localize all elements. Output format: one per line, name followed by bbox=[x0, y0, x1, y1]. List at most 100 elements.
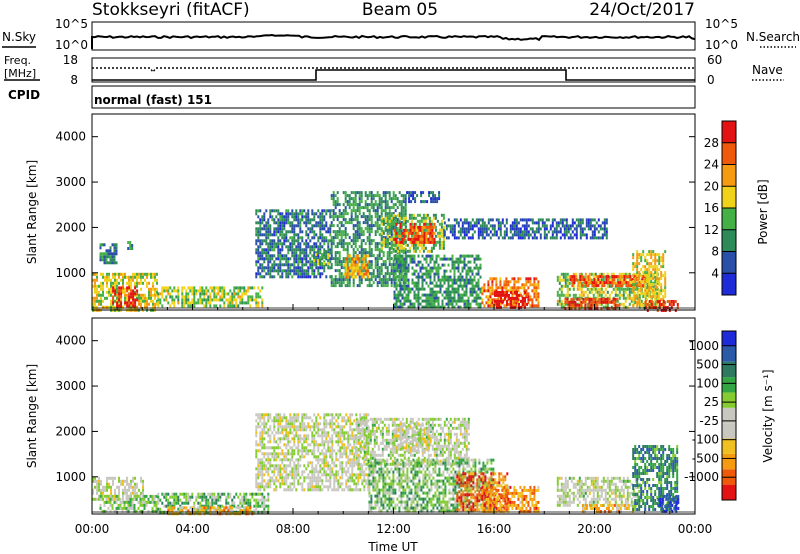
data-cell bbox=[652, 265, 655, 269]
data-cell bbox=[368, 284, 371, 288]
data-cell bbox=[267, 272, 270, 276]
data-cell bbox=[347, 254, 350, 258]
data-cell bbox=[195, 498, 198, 502]
data-cell bbox=[493, 224, 496, 228]
data-cell bbox=[92, 302, 94, 306]
data-cell bbox=[413, 290, 416, 294]
data-cell bbox=[348, 269, 351, 273]
data-cell bbox=[140, 305, 142, 309]
data-cell bbox=[397, 257, 400, 261]
data-cell bbox=[408, 200, 411, 204]
data-cell bbox=[384, 215, 387, 219]
data-cell bbox=[99, 497, 102, 501]
data-cell bbox=[309, 275, 312, 279]
data-cell bbox=[388, 272, 391, 276]
data-cell bbox=[297, 275, 300, 279]
y-tick-label: 4000 bbox=[55, 130, 86, 144]
data-cell bbox=[144, 302, 146, 306]
data-cell bbox=[469, 293, 472, 297]
data-cell bbox=[574, 293, 577, 297]
data-region bbox=[343, 254, 370, 279]
data-cell bbox=[463, 302, 466, 306]
data-cell bbox=[438, 240, 441, 244]
data-cell bbox=[402, 206, 405, 210]
data-cell bbox=[281, 233, 284, 237]
data-cell bbox=[253, 504, 256, 508]
data-cell bbox=[393, 281, 396, 285]
data-cell bbox=[344, 242, 347, 246]
data-cell bbox=[495, 283, 498, 287]
data-cell bbox=[471, 299, 474, 303]
data-cell bbox=[676, 306, 679, 309]
data-cell bbox=[495, 230, 498, 234]
data-cell bbox=[431, 302, 434, 306]
data-cell bbox=[626, 293, 629, 297]
data-cell bbox=[259, 221, 262, 225]
data-cell bbox=[342, 203, 345, 207]
data-cell bbox=[225, 501, 228, 505]
data-cell bbox=[96, 485, 98, 489]
data-cell bbox=[433, 275, 436, 279]
data-cell bbox=[473, 221, 476, 225]
data-cell bbox=[112, 479, 114, 483]
data-region bbox=[406, 191, 441, 204]
data-cell bbox=[356, 203, 359, 207]
data-cell bbox=[119, 503, 122, 507]
data-cell bbox=[173, 495, 176, 499]
data-cell bbox=[265, 230, 268, 234]
data-cell bbox=[352, 191, 355, 195]
data-cell bbox=[347, 269, 350, 273]
data-cell bbox=[126, 286, 129, 290]
data-cell bbox=[283, 215, 286, 219]
data-cell bbox=[560, 299, 563, 303]
data-cell bbox=[378, 218, 381, 222]
data-cell bbox=[115, 494, 118, 498]
data-cell bbox=[555, 221, 558, 225]
data-cell bbox=[650, 277, 653, 281]
data-cell bbox=[120, 304, 123, 308]
data-cell bbox=[142, 482, 144, 486]
data-cell bbox=[116, 299, 118, 303]
data-cell bbox=[106, 476, 108, 480]
data-cell bbox=[664, 280, 667, 284]
data-cell bbox=[241, 298, 244, 302]
data-cell bbox=[457, 296, 460, 300]
data-cell bbox=[102, 299, 104, 303]
data-cell bbox=[110, 284, 112, 288]
data-cell bbox=[354, 260, 357, 264]
data-cell bbox=[253, 498, 256, 502]
data-cell bbox=[590, 303, 593, 307]
data-cell bbox=[171, 495, 174, 499]
data-cell bbox=[267, 224, 270, 228]
data-cell bbox=[392, 263, 395, 267]
data-cell bbox=[237, 286, 240, 290]
data-cell bbox=[342, 242, 345, 246]
data-cell bbox=[114, 281, 116, 285]
data-cell bbox=[567, 227, 570, 231]
data-cell bbox=[658, 283, 661, 287]
data-cell bbox=[586, 297, 589, 301]
data-cell bbox=[593, 227, 596, 231]
data-cell bbox=[471, 281, 474, 285]
data-cell bbox=[338, 230, 341, 234]
data-cell bbox=[259, 257, 262, 261]
data-cell bbox=[348, 221, 351, 225]
data-cell bbox=[465, 263, 468, 267]
data-cell bbox=[161, 286, 164, 290]
data-cell bbox=[588, 287, 591, 291]
data-cell bbox=[479, 290, 482, 294]
data-cell bbox=[134, 286, 137, 290]
data-cell bbox=[447, 224, 450, 228]
data-cell bbox=[469, 254, 472, 258]
data-cell bbox=[338, 278, 341, 282]
data-cell bbox=[263, 260, 266, 264]
data-cell bbox=[386, 272, 389, 276]
data-cell bbox=[138, 302, 140, 306]
data-cell bbox=[600, 272, 603, 276]
data-cell bbox=[586, 287, 589, 291]
data-cell bbox=[459, 275, 462, 279]
data-cell bbox=[467, 221, 470, 225]
data-cell bbox=[100, 299, 102, 303]
data-cell bbox=[390, 257, 393, 261]
data-cell bbox=[255, 260, 258, 264]
